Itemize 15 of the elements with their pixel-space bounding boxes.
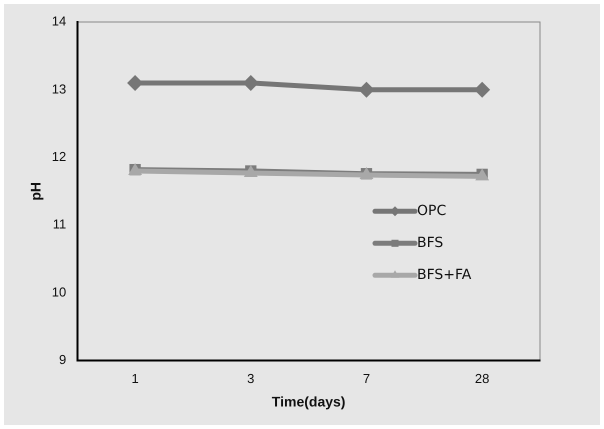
legend-label: OPC [417,202,446,219]
y-axis-title: pH [27,182,44,201]
y-tick-label: 10 [52,284,66,300]
legend-label: BFS+FA [417,266,472,283]
y-tick-label: 9 [59,352,66,368]
x-axis-title: Time(days) [272,393,346,410]
x-tick-label: 1 [131,370,139,386]
x-tick-label: 3 [247,370,254,386]
x-tick-label: 7 [362,370,370,386]
y-tick-label: 13 [52,81,66,96]
x-tick-label: 28 [474,370,490,386]
y-tick-label: 11 [52,216,66,232]
y-tick-label: 14 [52,14,66,29]
y-tick-label: 12 [52,149,66,164]
legend-label: BFS [417,234,444,251]
